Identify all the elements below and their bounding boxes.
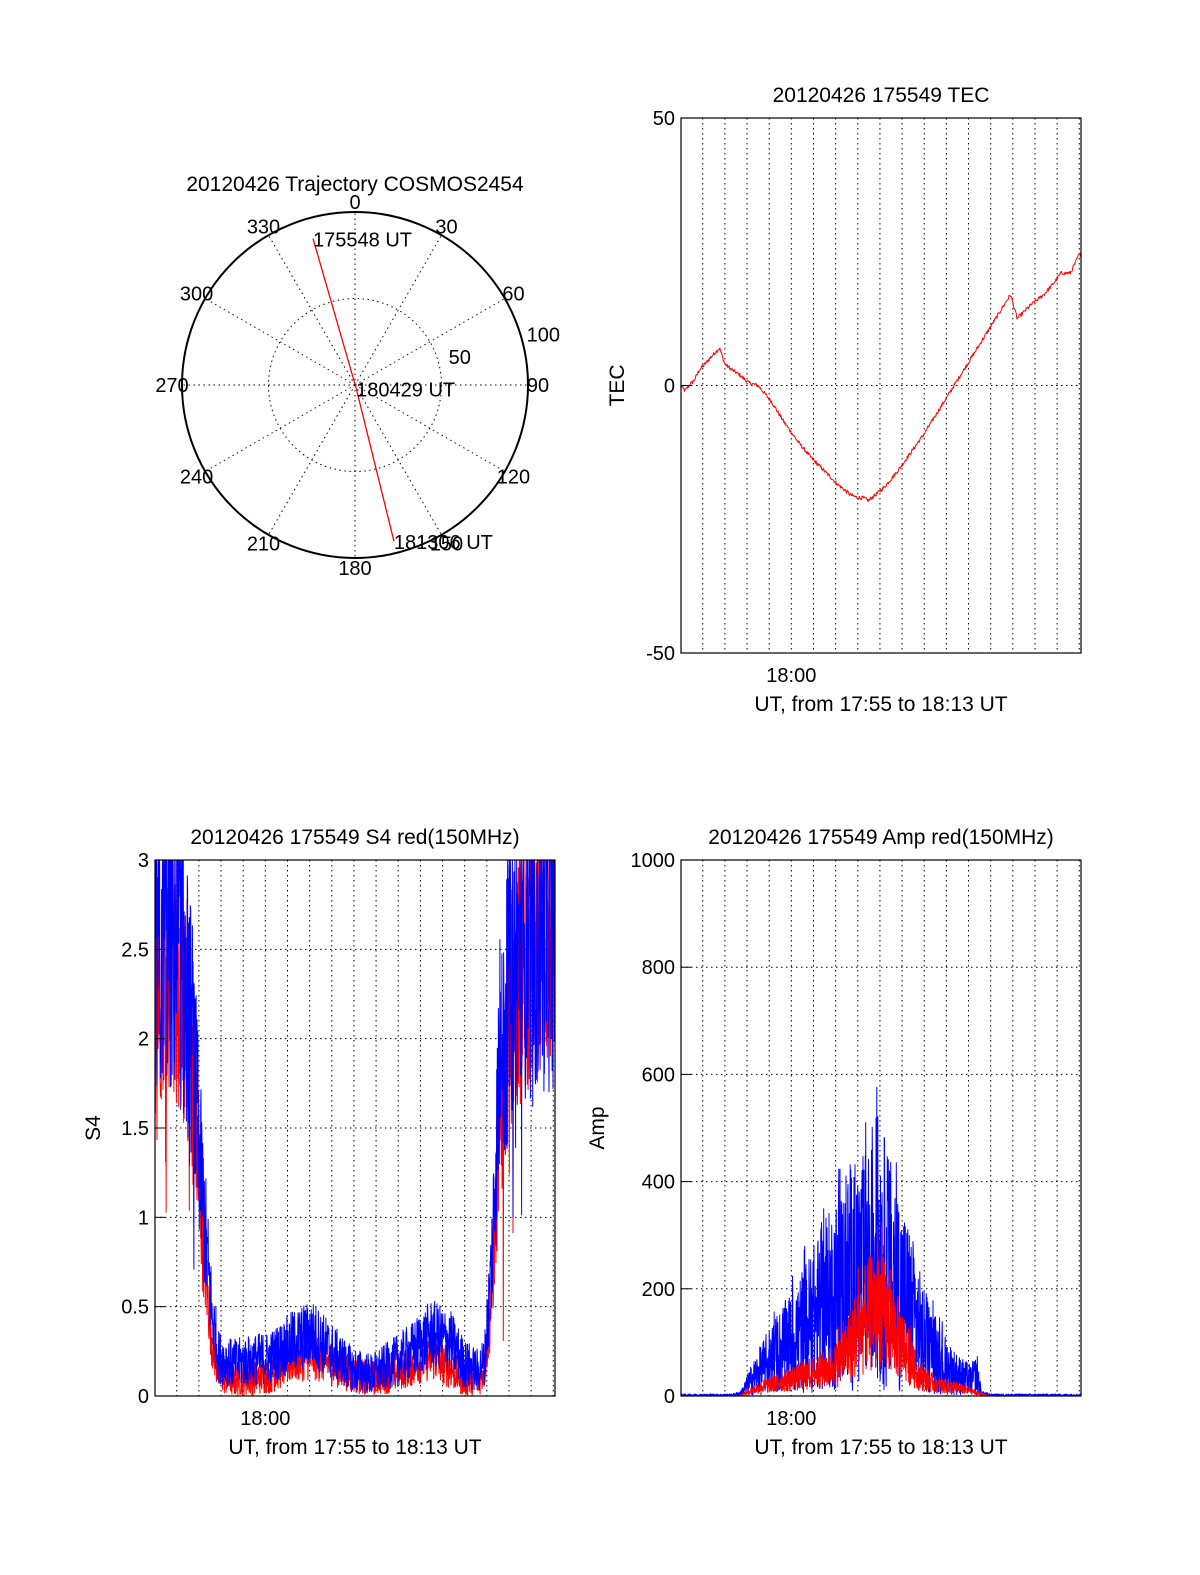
azimuth-label-150: 150 — [430, 533, 463, 555]
x-tick-label: 18:00 — [766, 1408, 816, 1430]
y-tick-label: 2 — [138, 1029, 149, 1051]
chart-title: 20120426 175549 Amp red(150MHz) — [708, 826, 1054, 849]
y-tick-label: 800 — [642, 957, 675, 979]
polar-outer-ring — [181, 211, 529, 559]
amp-chart: 0 200 400 600 800 1000 18:00 20120426 175549 Am… — [586, 826, 1082, 1459]
azimuth-label-30: 30 — [435, 217, 457, 239]
chart-title: 20120426 Trajectory COSMOS2454 — [186, 173, 524, 196]
y-tick-label: 1000 — [631, 850, 676, 872]
polar-spoke-150 — [354, 384, 442, 536]
y-tick-label: 0.5 — [121, 1297, 149, 1319]
y-tick-label: 1 — [138, 1207, 149, 1229]
x-axis-label: UT, from 17:55 to 18:13 UT — [754, 1436, 1007, 1459]
polar-spoke-120 — [354, 384, 506, 472]
y-tick-label: -50 — [646, 643, 675, 665]
polar-spoke-240 — [204, 384, 356, 472]
y-tick-label: 400 — [642, 1172, 675, 1194]
polar-spoke-330 — [268, 234, 356, 386]
y-axis-label: S4 — [82, 1115, 105, 1141]
polar-spoke-300 — [204, 298, 356, 386]
s4-chart: 0 0.5 1 1.5 2 2.5 3 18:00 20120426 175549 S4 red… — [82, 826, 556, 1459]
y-axis-label: TEC — [606, 365, 629, 407]
y-tick-label: 0 — [138, 1386, 149, 1408]
series-line-0 — [680, 1086, 1082, 1397]
azimuth-label-0: 0 — [349, 192, 360, 214]
plot-frame — [680, 859, 1082, 1397]
azimuth-label-120: 120 — [497, 467, 530, 489]
x-tick-label: 18:00 — [766, 665, 816, 687]
y-tick-label: 600 — [642, 1064, 675, 1086]
chart-title: 20120426 175549 S4 red(150MHz) — [190, 826, 519, 849]
azimuth-label-330: 330 — [247, 217, 280, 239]
y-tick-label: 1.5 — [121, 1118, 149, 1140]
trajectory-line — [312, 238, 395, 542]
chart-title: 20120426 175549 TEC — [773, 84, 990, 107]
series-line-1 — [154, 859, 556, 1394]
y-tick-label: 200 — [642, 1279, 675, 1301]
polar-spoke-210 — [268, 384, 356, 536]
y-tick-label: 0 — [664, 1386, 675, 1408]
polar-spoke-60 — [354, 298, 506, 386]
y-tick-label: 2.5 — [121, 939, 149, 961]
y-tick-label: 3 — [138, 850, 149, 872]
y-axis-label: Amp — [586, 1106, 609, 1149]
azimuth-label-210: 210 — [247, 533, 280, 555]
azimuth-label-300: 300 — [180, 284, 213, 306]
x-axis-label: UT, from 17:55 to 18:13 UT — [754, 693, 1007, 716]
trajectory-point-label: 180429 UT — [356, 379, 455, 401]
x-axis-label: UT, from 17:55 to 18:13 UT — [228, 1436, 481, 1459]
trajectory-point-label: 175548 UT — [313, 230, 412, 252]
radial-label-50: 50 — [449, 347, 471, 369]
series-line-0 — [680, 252, 1081, 503]
polar-spoke-30 — [354, 234, 442, 386]
azimuth-label-240: 240 — [180, 467, 213, 489]
azimuth-label-60: 60 — [502, 284, 524, 306]
trajectory-point-label: 181306 UT — [394, 532, 493, 554]
azimuth-label-90: 90 — [527, 375, 549, 397]
radial-label-100: 100 — [527, 325, 560, 347]
azimuth-label-180: 180 — [338, 558, 371, 580]
y-tick-label: 50 — [653, 108, 675, 130]
x-tick-label: 18:00 — [240, 1408, 290, 1430]
tec-chart: -50 0 50 18:00 20120426 175549 TEC UT, from 1… — [606, 84, 1082, 716]
y-tick-label: 0 — [664, 376, 675, 398]
azimuth-label-270: 270 — [155, 375, 188, 397]
